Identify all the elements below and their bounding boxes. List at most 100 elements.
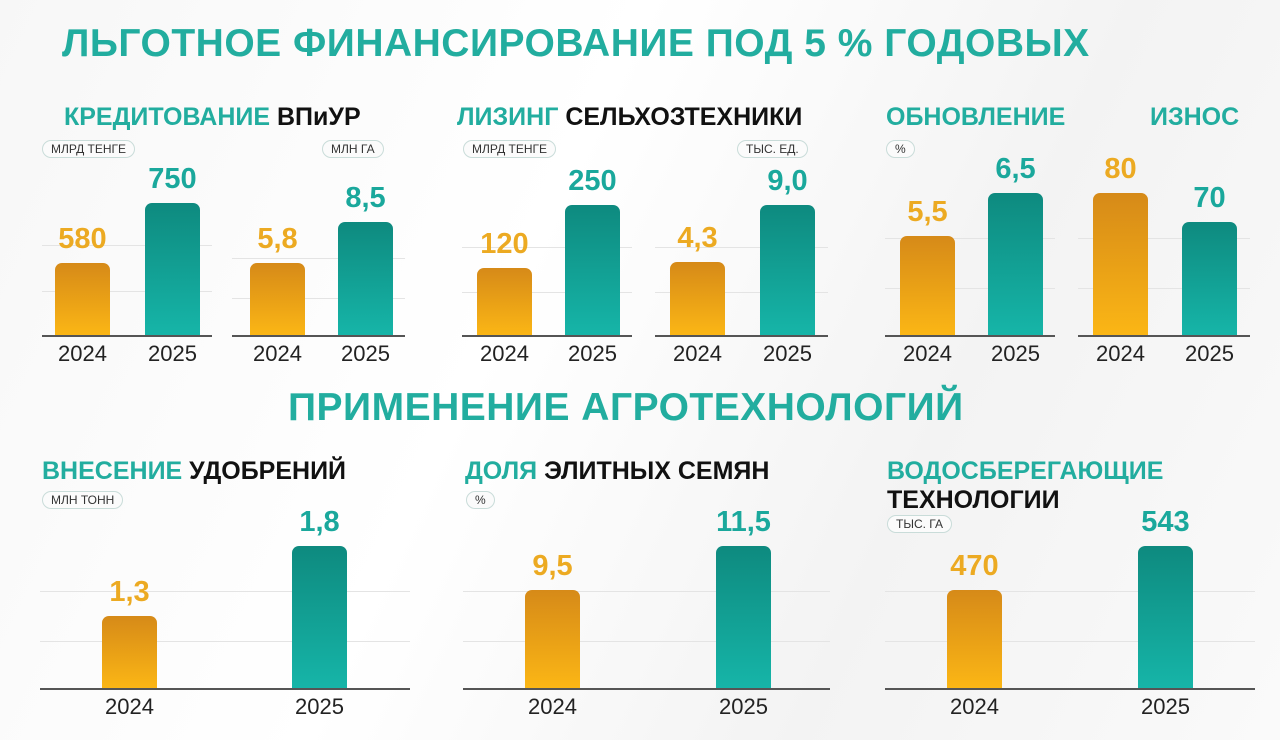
data-label: 5,5 xyxy=(907,196,948,228)
section-rest: СЕЛЬХОЗТЕХНИКИ xyxy=(565,103,803,131)
x-tick-label: 2024 xyxy=(480,341,529,366)
x-tick-label: 2024 xyxy=(528,694,577,719)
bar-2025 xyxy=(988,193,1043,335)
baseline xyxy=(885,688,1255,690)
baseline xyxy=(655,335,828,337)
main-title-agro: ПРИМЕНЕНИЕ АГРОТЕХНОЛОГИЙ xyxy=(288,386,964,429)
bar-2025 xyxy=(145,203,200,335)
bar-2025 xyxy=(292,546,347,688)
gridline xyxy=(232,258,405,259)
section-title-water: ВОДОСБЕРЕГАЮЩИЕ ТЕХНОЛОГИИ xyxy=(887,457,1163,515)
section-title-wear: ИЗНОС xyxy=(1150,103,1240,131)
baseline xyxy=(40,688,410,690)
bar-2024 xyxy=(947,590,1002,688)
gridline xyxy=(885,288,1055,289)
baseline xyxy=(462,335,632,337)
bar-2025 xyxy=(760,205,815,335)
x-tick-label: 2024 xyxy=(903,341,952,366)
data-label: 1,8 xyxy=(299,506,340,538)
bar-2025 xyxy=(1138,546,1193,688)
gridline xyxy=(463,641,830,642)
x-tick-label: 2025 xyxy=(763,341,812,366)
bar-2025 xyxy=(716,546,771,688)
baseline xyxy=(1078,335,1250,337)
unit-badge: ТЫС. ГА xyxy=(887,515,952,533)
data-label: 4,3 xyxy=(677,222,718,254)
section-rest: ЭЛИТНЫХ СЕМЯН xyxy=(544,457,770,485)
gridline xyxy=(462,292,632,293)
gridline xyxy=(232,298,405,299)
x-tick-label: 2024 xyxy=(253,341,302,366)
data-label: 80 xyxy=(1104,153,1137,185)
gridline xyxy=(1078,238,1250,239)
x-tick-label: 2024 xyxy=(105,694,154,719)
bar-2024 xyxy=(525,590,580,688)
bar-2024 xyxy=(1093,193,1148,335)
data-label: 8,5 xyxy=(345,182,386,214)
data-label: 1,3 xyxy=(109,576,150,608)
bar-2024 xyxy=(102,616,157,688)
x-tick-label: 2025 xyxy=(991,341,1040,366)
gridline xyxy=(42,245,212,246)
unit-badge: МЛН ТОНН xyxy=(42,491,124,509)
gridline xyxy=(42,291,212,292)
bar-2025 xyxy=(565,205,620,335)
data-label: 9,0 xyxy=(767,165,808,197)
unit-badge: % xyxy=(886,140,915,158)
section-accent: ВНЕСЕНИЕ xyxy=(42,457,183,485)
section-rest: УДОБРЕНИЙ xyxy=(189,457,347,485)
section-accent: ЛИЗИНГ xyxy=(457,103,559,131)
x-tick-label: 2025 xyxy=(1185,341,1234,366)
x-tick-label: 2025 xyxy=(719,694,768,719)
bar-2025 xyxy=(338,222,393,335)
x-tick-label: 2024 xyxy=(950,694,999,719)
unit-badge: МЛН ГА xyxy=(322,140,384,158)
baseline xyxy=(232,335,405,337)
section-title-seeds: ДОЛЯ ЭЛИТНЫХ СЕМЯН xyxy=(465,457,769,486)
data-label: 580 xyxy=(58,223,107,255)
unit-badge: % xyxy=(466,491,495,509)
baseline xyxy=(42,335,212,337)
section-title-leasing: ЛИЗИНГ СЕЛЬХОЗТЕХНИКИ xyxy=(457,103,802,132)
x-tick-label: 2025 xyxy=(1141,694,1190,719)
section-accent: ДОЛЯ xyxy=(465,457,538,485)
baseline xyxy=(463,688,830,690)
data-label: 9,5 xyxy=(532,550,573,582)
data-label: 470 xyxy=(950,550,999,582)
unit-badge: МЛРД ТЕНГЕ xyxy=(463,140,557,158)
baseline xyxy=(885,335,1055,337)
bar-2024 xyxy=(670,262,725,335)
gridline xyxy=(462,247,632,248)
bar-2024 xyxy=(55,263,110,335)
x-tick-label: 2025 xyxy=(295,694,344,719)
gridline xyxy=(885,238,1055,239)
unit-badge: ТЫС. ЕД. xyxy=(737,140,808,158)
unit-badge: МЛРД ТЕНГЕ xyxy=(42,140,136,158)
x-tick-label: 2024 xyxy=(673,341,722,366)
data-label: 750 xyxy=(148,163,197,195)
data-label: 6,5 xyxy=(995,153,1036,185)
bar-2024 xyxy=(477,268,532,335)
bar-2024 xyxy=(250,263,305,335)
gridline xyxy=(655,247,828,248)
section-rest: ТЕХНОЛОГИИ xyxy=(887,486,1060,514)
gridline xyxy=(1078,288,1250,289)
x-tick-label: 2025 xyxy=(341,341,390,366)
bar-2024 xyxy=(900,236,955,335)
section-title-renewal: ОБНОВЛЕНИЕ xyxy=(886,103,1066,131)
data-label: 250 xyxy=(568,165,617,197)
section-accent: КРЕДИТОВАНИЕ xyxy=(64,103,271,131)
gridline xyxy=(463,591,830,592)
gridline xyxy=(40,641,410,642)
data-label: 70 xyxy=(1193,182,1226,214)
section-rest: ВПиУР xyxy=(277,103,361,131)
section-accent: ВОДОСБЕРЕГАЮЩИЕ xyxy=(887,457,1164,485)
data-label: 543 xyxy=(1141,506,1190,538)
x-tick-label: 2025 xyxy=(568,341,617,366)
x-tick-label: 2024 xyxy=(58,341,107,366)
x-tick-label: 2024 xyxy=(1096,341,1145,366)
gridline xyxy=(885,591,1255,592)
main-title-financing: ЛЬГОТНОЕ ФИНАНСИРОВАНИЕ ПОД 5 % ГОДОВЫХ xyxy=(62,22,1090,65)
bar-2025 xyxy=(1182,222,1237,335)
section-title-fert: ВНЕСЕНИЕ УДОБРЕНИЙ xyxy=(42,457,346,486)
